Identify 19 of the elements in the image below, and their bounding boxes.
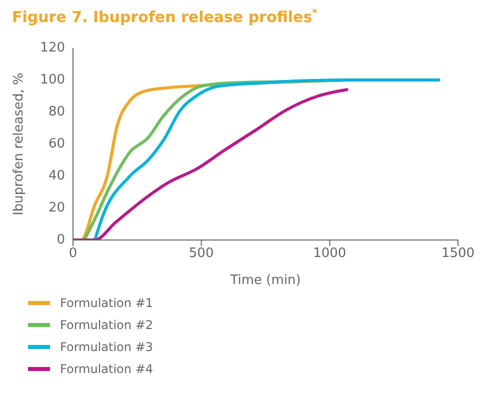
y-tick-label: 40 <box>48 168 65 184</box>
legend-label: Formulation #4 <box>60 362 154 376</box>
x-tick-label: 1500 <box>441 246 475 262</box>
y-tick-label: 100 <box>40 72 65 88</box>
legend-label: Formulation #1 <box>60 296 154 310</box>
legend-label: Formulation #2 <box>60 318 154 332</box>
legend-label: Formulation #3 <box>60 340 154 354</box>
y-tick-label: 0 <box>56 232 65 248</box>
x-tick-label: 0 <box>68 246 78 262</box>
y-tick-label: 60 <box>48 136 65 152</box>
y-axis-title: Ibuprofen released, % <box>12 72 27 216</box>
x-axis-title: Time (min) <box>229 273 301 288</box>
chart-title: Figure 7. Ibuprofen release profiles$^{*}$ <box>12 8 318 26</box>
x-tick-label: 1000 <box>313 246 346 262</box>
x-tick-label: 500 <box>188 246 214 262</box>
y-tick-label: 80 <box>48 104 65 120</box>
y-tick-label: 20 <box>48 200 65 216</box>
y-tick-label: 120 <box>40 40 65 56</box>
line-series <box>93 78 440 240</box>
